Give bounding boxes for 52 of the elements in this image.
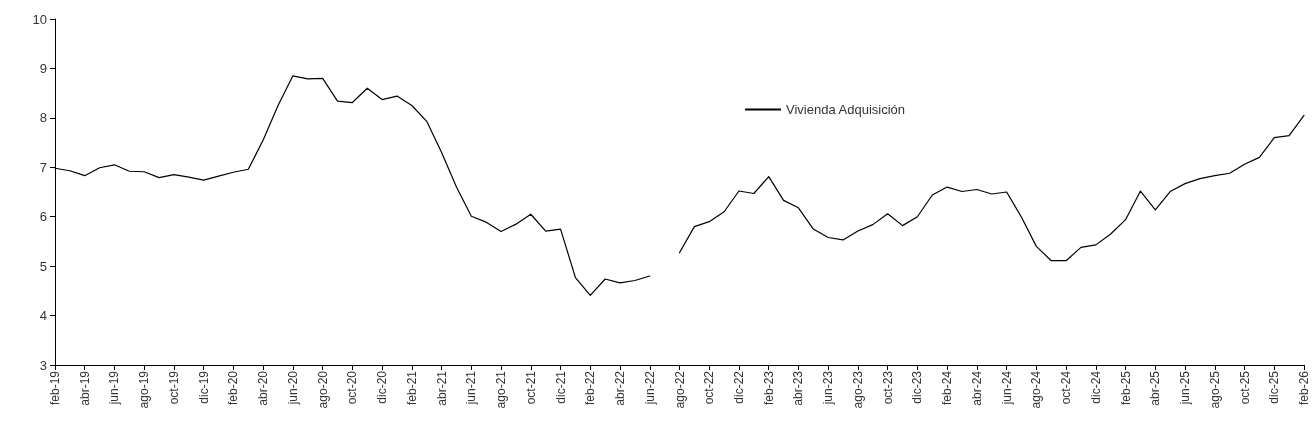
x-tick-label: dic-20 — [375, 370, 390, 404]
x-tick-label: ago-21 — [494, 370, 509, 409]
x-tick-label: oct-24 — [1059, 370, 1074, 405]
y-tick-label: 7 — [39, 159, 47, 175]
x-tick-label: ago-22 — [672, 370, 687, 409]
x-tick-label: jun-21 — [464, 370, 479, 406]
x-tick-label: abr-19 — [77, 370, 92, 406]
x-tick-label: ago-20 — [315, 370, 330, 409]
x-tick-label: abr-22 — [613, 370, 628, 406]
x-tick-label: feb-20 — [226, 370, 241, 406]
x-tick-label: oct-23 — [880, 370, 895, 405]
x-tick-label: dic-21 — [553, 370, 568, 404]
x-tick-label: feb-21 — [404, 370, 419, 406]
x-tick-label: oct-22 — [702, 370, 717, 405]
x-tick-label: dic-25 — [1267, 370, 1282, 404]
x-tick-label: abr-23 — [791, 370, 806, 406]
x-tick-label: ago-25 — [1207, 370, 1222, 409]
x-tick-label: dic-19 — [196, 370, 211, 404]
x-tick-label: jun-23 — [821, 370, 836, 406]
y-tick-label: 5 — [39, 258, 47, 274]
y-tick-label: 8 — [39, 110, 47, 126]
x-tick-label: oct-25 — [1237, 370, 1252, 405]
x-tick-label: feb-23 — [761, 370, 776, 406]
x-tick-label: dic-24 — [1088, 370, 1103, 404]
x-tick-label: abr-24 — [969, 370, 984, 406]
x-tick-label: ago-24 — [1029, 370, 1044, 409]
x-tick-label: jun-22 — [642, 370, 657, 406]
y-tick-label: 4 — [39, 308, 47, 324]
x-tick-label: jun-19 — [107, 370, 122, 406]
x-tick-label: ago-23 — [850, 370, 865, 409]
x-tick-label: feb-25 — [1118, 370, 1133, 406]
y-tick-label: 3 — [39, 357, 47, 373]
x-tick-label: dic-22 — [731, 370, 746, 404]
x-tick-label: feb-22 — [583, 370, 598, 406]
x-tick-label: feb-24 — [940, 370, 955, 406]
y-tick-label: 10 — [32, 11, 47, 27]
x-tick-label: dic-23 — [910, 370, 925, 404]
x-tick-label: jun-20 — [285, 370, 300, 406]
x-tick-label: ago-19 — [137, 370, 152, 409]
x-tick-label: oct-21 — [523, 370, 538, 405]
x-tick-label: feb-26 — [1297, 370, 1311, 406]
x-tick-label: abr-20 — [256, 370, 271, 406]
y-tick-label: 9 — [39, 60, 47, 76]
x-tick-label: jun-24 — [999, 370, 1014, 406]
x-tick-label: abr-25 — [1148, 370, 1163, 406]
y-tick-label: 6 — [39, 209, 47, 225]
x-tick-label: feb-19 — [48, 370, 62, 406]
x-tick-label: oct-19 — [166, 370, 181, 405]
x-tick-label: jun-25 — [1178, 370, 1193, 406]
legend-label: Vivienda Adquisición — [786, 102, 906, 117]
x-tick-label: oct-20 — [345, 370, 360, 405]
x-tick-label: abr-21 — [434, 370, 449, 406]
